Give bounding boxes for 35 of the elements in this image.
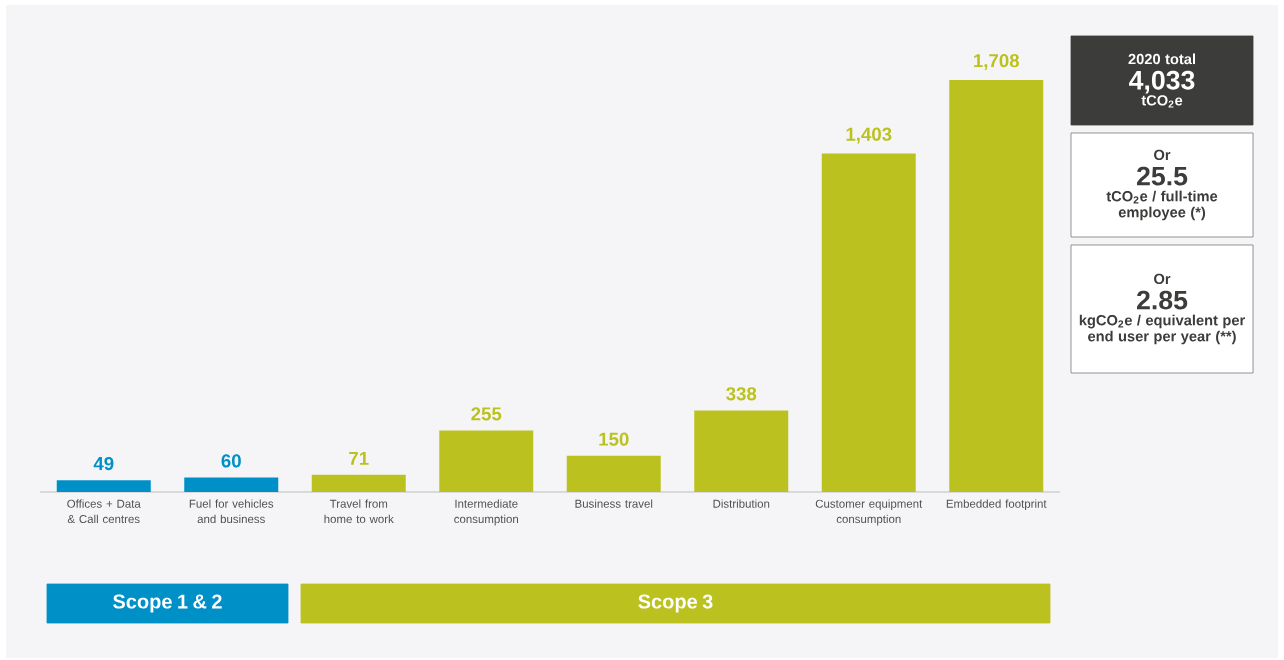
x-tick-label: Customer equipment consumption [815, 499, 923, 526]
text: 2020 total [1128, 53, 1195, 65]
data-label: 60 [221, 454, 241, 468]
x-tick-label: Business travel [575, 499, 653, 508]
data-label: 49 [93, 456, 114, 471]
text: 4,033 [1129, 70, 1195, 94]
text: kgCO$_{2}$e / equivalent per end user per year (**) [1079, 314, 1245, 345]
text: Scope 1 & 2 [113, 594, 222, 613]
text: Or [1154, 273, 1171, 285]
x-tick-label: Intermediate consumption [454, 499, 518, 526]
data-label: 1,403 [846, 127, 892, 144]
x-tick-label: Travel from home to work [324, 499, 394, 524]
bar [949, 80, 1044, 492]
data-label: 255 [471, 407, 502, 421]
text: 25.5 [1136, 166, 1188, 186]
data-label: 71 [349, 451, 369, 465]
x-tick-label: Embedded footprint [946, 499, 1047, 511]
bar [821, 153, 916, 492]
x-tick-label: Fuel for vehicles and business [189, 499, 274, 524]
text: tCO$_{2}$e / full-time employee (*) [1106, 190, 1218, 221]
bar [184, 477, 279, 492]
data-label: 338 [726, 387, 757, 401]
bar [311, 474, 406, 492]
x-tick-label: Distribution [713, 499, 770, 508]
bar [56, 480, 151, 492]
text: Or [1154, 149, 1171, 161]
bar [566, 455, 661, 492]
data-label: 150 [599, 432, 629, 446]
bar [694, 410, 789, 492]
data-label: 1,708 [974, 54, 1020, 70]
bar [439, 430, 534, 492]
x-tick-label: Offices + Data & Call centres [67, 499, 141, 524]
text: tCO$_{2}$e [1141, 95, 1183, 108]
text: 2.85 [1136, 290, 1188, 310]
text: Scope 3 [638, 594, 713, 613]
